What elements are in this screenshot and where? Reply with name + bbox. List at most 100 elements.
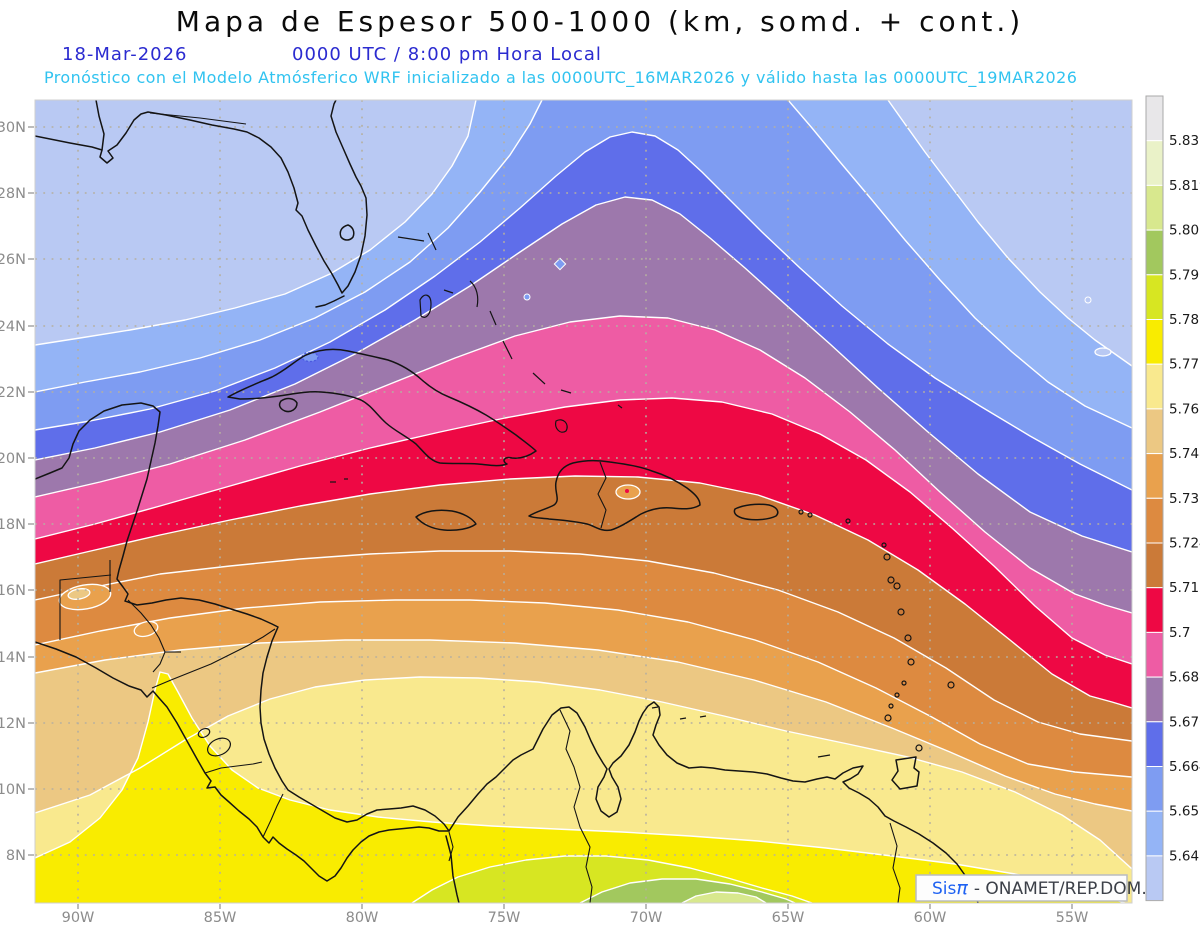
forecast-note: Pronóstico con el Modelo Atmósferico WRF… [44, 68, 1078, 87]
isoline [35, 100, 543, 393]
lon-label: 85W [204, 910, 237, 926]
isoline [411, 855, 813, 903]
lat-label: 24N [0, 319, 26, 335]
lat-label: 28N [0, 186, 26, 202]
colorbar-segment [1145, 587, 1164, 633]
colorbar-segment [1145, 408, 1164, 455]
band-5.772 [35, 672, 1132, 903]
island-dot [845, 518, 851, 524]
isoline [787, 100, 1132, 429]
isoline [35, 131, 1132, 491]
contour-loop [133, 620, 159, 638]
lon-label: 60W [914, 910, 947, 926]
island-path [532, 372, 546, 385]
page-title: Mapa de Espesor 500-1000 (km, somd. + co… [175, 5, 1025, 38]
colorbar-label: 5.831 [1169, 133, 1200, 149]
isoline [681, 891, 767, 903]
island-path [469, 280, 479, 308]
colorbar-segment [1145, 810, 1164, 857]
contour-loop [1094, 347, 1112, 357]
colorbar-segment [1145, 542, 1164, 589]
colorbar-label: 5.76 [1169, 401, 1199, 417]
island-path [679, 717, 687, 720]
lon-label: 70W [630, 910, 663, 926]
island-path [555, 419, 568, 433]
isoline [35, 550, 1132, 742]
colorbar-label: 5.676 [1169, 714, 1200, 730]
colorbar-segment [1145, 766, 1164, 812]
isoline [35, 315, 1132, 614]
lat-label: 16N [0, 583, 26, 599]
isoline [887, 100, 1132, 367]
colorbar-segment [1145, 184, 1164, 231]
border-path [149, 112, 247, 125]
valid-time: 0000 UTC / 8:00 pm Hora Local [292, 44, 602, 65]
contour-isolines [35, 100, 1132, 903]
island-path [699, 715, 707, 718]
colorbar-segment [1145, 676, 1164, 723]
colorbar-label: 5.819 [1169, 178, 1200, 194]
map-frame [34, 99, 1133, 904]
border-path [204, 761, 263, 774]
coastline-path [733, 503, 779, 521]
island-path [651, 706, 659, 709]
isoline [35, 196, 1132, 553]
contour-loop [67, 588, 91, 600]
colorbar-segment [1145, 274, 1164, 320]
lake-nicaragua [207, 737, 231, 757]
isoline [35, 475, 1132, 709]
small-contour-features [58, 257, 1112, 638]
colorbar-segment [1145, 453, 1164, 499]
lat-label: 14N [0, 650, 26, 666]
datetime-row: 18-Mar-2026 0000 UTC / 8:00 pm Hora Loca… [0, 44, 1200, 66]
coastline-path [35, 402, 979, 903]
colorbar-segment [1145, 140, 1164, 186]
border-path [559, 709, 593, 903]
coastline-path [278, 397, 298, 413]
colorbar-segment [1145, 497, 1164, 544]
island-dot [807, 512, 813, 518]
island-dot [904, 634, 912, 642]
colorbar: 5.831 5.819 5.807 5.795 5.783 5.772 5.76 5.748 5… [1145, 95, 1200, 902]
island-dot [893, 582, 901, 590]
colorbar-label: 5.7 [1169, 625, 1190, 641]
lat-label: 12N [0, 716, 26, 732]
border-path [889, 822, 901, 903]
coastline-path [891, 756, 920, 790]
graticule-dotted-grid [35, 100, 1132, 903]
border-path [59, 574, 112, 640]
border-path [448, 831, 454, 862]
colorbar-label: 5.664 [1169, 759, 1200, 775]
border-path [597, 461, 607, 529]
lat-label: 20N [0, 451, 26, 467]
coastline-path [315, 295, 345, 308]
isoline [35, 676, 1132, 870]
colorbar-label: 5.688 [1169, 670, 1200, 686]
country-borders [59, 112, 901, 903]
isoline [579, 878, 796, 903]
lat-label: 22N [0, 385, 26, 401]
small-islands [197, 232, 955, 758]
island-dot [888, 703, 894, 709]
colorbar-label: 5.64 [1169, 848, 1199, 864]
coastline-path [528, 459, 701, 532]
isoline [35, 100, 477, 346]
colorbar-label: 5.795 [1169, 267, 1200, 283]
colorbar-frame [1145, 95, 1164, 902]
island-path [560, 389, 572, 394]
colorbar-label: 5.736 [1169, 491, 1200, 507]
axis-labels: 30N 28N 26N 24N 22N 20N 18N 16N 14N 12N 10N 8N 90W 85… [0, 120, 1088, 926]
colorbar-segment [1145, 631, 1164, 678]
border-path [127, 599, 166, 673]
coastline-path [227, 348, 537, 467]
colorbar-segment [1145, 363, 1164, 410]
credit-box-frame [915, 874, 1128, 902]
coastline-path [35, 100, 368, 294]
lon-label: 65W [772, 910, 805, 926]
colorbar-label: 5.712 [1169, 580, 1200, 596]
island-dot [947, 681, 955, 689]
island-dot [887, 576, 895, 584]
border-path [262, 793, 284, 838]
